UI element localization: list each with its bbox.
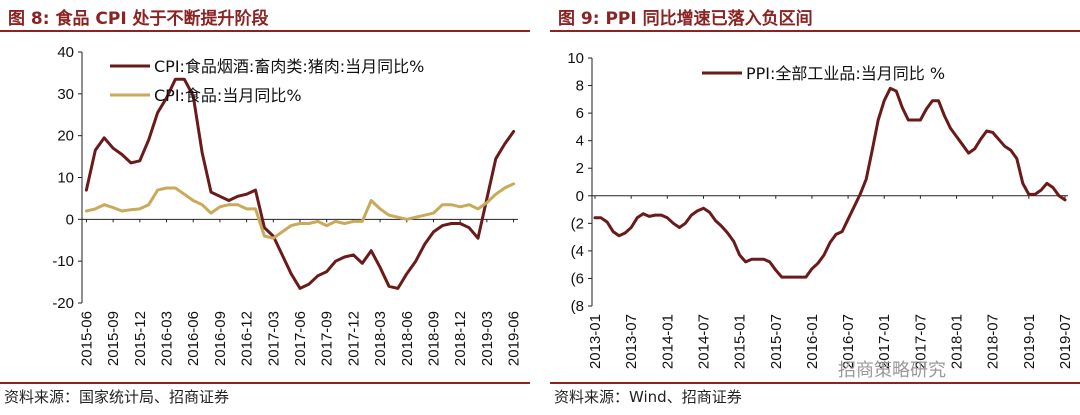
x-tick-label: 2018-09 [425,311,442,366]
x-tick-label: 2014-07 [695,314,712,369]
x-tick-label: 2017-07 [912,314,929,369]
x-tick-label: 2018-07 [985,314,1002,369]
x-tick-label: 2019-03 [479,311,496,366]
title-divider [0,30,530,32]
x-tick-label: 2016-01 [804,314,821,369]
x-tick-label: 2016-12 [239,311,256,366]
x-tick-label: 2014-01 [659,314,676,369]
x-tick-label: 2015-07 [768,314,785,369]
y-tick-label: (6 [571,270,584,287]
y-tick-label: 10 [567,50,584,67]
chart-title: 图 9: PPI 同比增速已落入负区间 [558,9,813,29]
y-tick-label: (2 [571,215,584,232]
x-tick-label: 2018-01 [949,314,966,369]
food-cpi-chart: -20 -10 0 10 20 30 40 2015-06 2015-09 2015-12 2016… [52,44,523,366]
x-tick-label: 2018-06 [399,311,416,366]
y-tick-label: (8 [571,298,584,315]
x-tick-label: 2015-09 [105,311,122,366]
y-tick-label: 6 [576,105,584,122]
x-tick-label: 2019-01 [1021,314,1038,369]
x-tick-label: 2019-06 [506,311,523,366]
series-line-2 [84,182,516,240]
y-tick-label: -10 [52,253,74,270]
y-tick-label: 0 [576,188,584,205]
x-tick-label: 2015-12 [132,311,149,366]
x-tick-label: 2017-06 [292,311,309,366]
x-tick-label: 2016-06 [185,311,202,366]
watermark: 招商策略研究 [838,360,946,381]
chart-title: 图 8: 食品 CPI 处于不断提升阶段 [8,9,269,29]
x-tick-label: 2015-06 [78,311,95,366]
y-tick-label: 40 [57,44,74,61]
y-tick-label: 8 [576,78,584,95]
y-tick-label: 30 [57,86,74,103]
source-divider [550,382,1080,384]
series-line-1 [593,86,1067,279]
x-tick-label: 2016-09 [212,311,229,366]
x-tick-label: 2019-07 [1057,314,1074,369]
y-tick-label: 10 [57,170,74,187]
title-divider [550,30,1080,32]
y-tick-label: 0 [66,211,74,228]
x-tick-label: 2017-03 [265,311,282,366]
chart-panel-ppi: 图 9: PPI 同比增速已落入负区间 10 8 6 4 2 0 (2 (4 (6 (8 2013-… [550,0,1080,415]
x-tick-label: 2013-01 [587,314,604,369]
x-tick-label: 2016-03 [159,311,176,366]
x-tick-label: 2018-12 [452,311,469,366]
x-tick-label: 2017-01 [876,314,893,369]
chart-panel-food-cpi: 图 8: 食品 CPI 处于不断提升阶段 -20 -10 0 10 20 30 40 2015… [0,0,530,415]
x-tick-label: 2013-07 [623,314,640,369]
x-tick-label: 2015-01 [732,314,749,369]
source-note: 资料来源：Wind、招商证券 [554,388,742,406]
y-tick-label: 4 [576,133,584,150]
series-line-1 [84,77,516,290]
source-note: 资料来源：国家统计局、招商证券 [4,388,230,406]
x-tick-label: 2017-09 [319,311,336,366]
y-tick-label: 20 [57,128,74,145]
legend-label: CPI:食品烟酒:畜肉类:猪肉:当月同比% [154,57,424,76]
x-tick-label: 2017-12 [345,311,362,366]
y-tick-label: (4 [571,243,584,260]
y-tick-label: -20 [52,295,74,312]
legend-label: PPI:全部工业品:当月同比 % [746,64,945,83]
source-divider [0,382,530,384]
legend-label: CPI:食品:当月同比% [154,86,302,105]
x-tick-label: 2018-03 [372,311,389,366]
x-tick-label: 2016-07 [840,314,857,369]
y-tick-label: 2 [576,160,584,177]
